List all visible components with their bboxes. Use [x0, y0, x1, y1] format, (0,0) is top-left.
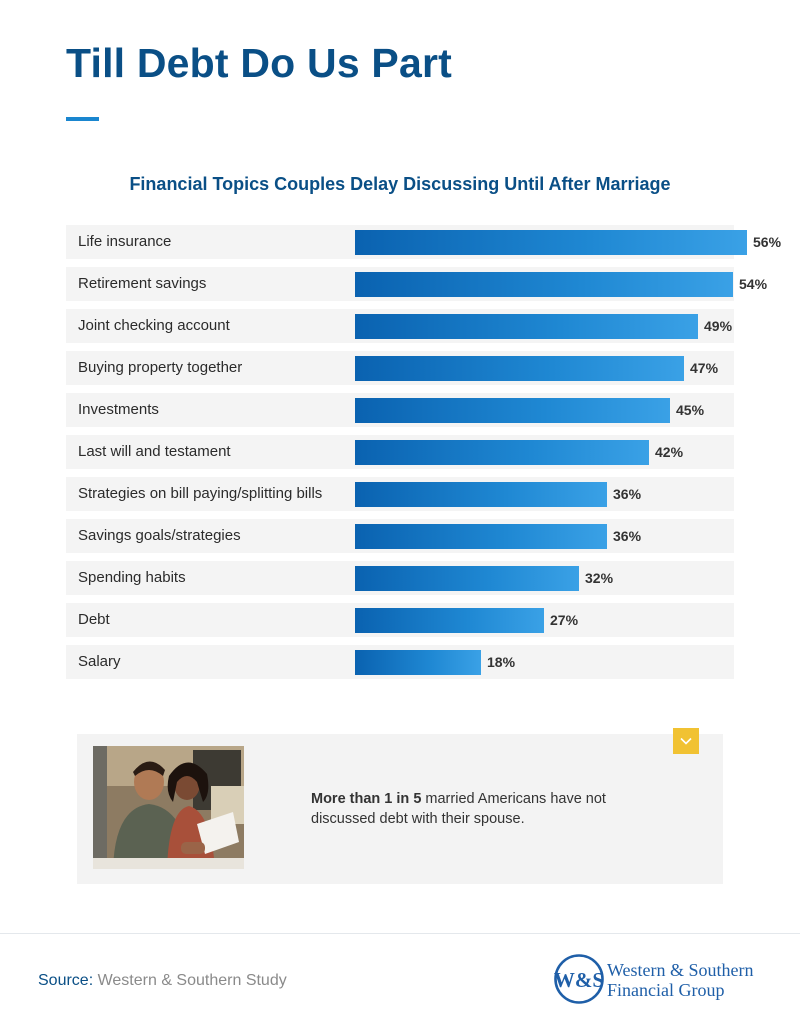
bar-value-label: 54% — [739, 276, 768, 292]
source-label: Source: — [38, 972, 94, 989]
bar-row: Investments 45% — [66, 393, 734, 427]
bar-value-label: 49% — [704, 318, 733, 334]
category-label: Retirement savings — [78, 275, 207, 292]
callout-card: More than 1 in 5 married Americans have … — [77, 728, 723, 884]
category-label: Strategies on bill paying/splitting bill… — [78, 485, 323, 502]
chart-title: Financial Topics Couples Delay Discussin… — [129, 174, 671, 194]
bar-value-label: 27% — [550, 612, 579, 628]
category-label: Joint checking account — [78, 317, 230, 334]
expand-button[interactable] — [673, 728, 699, 754]
bar-value-label: 42% — [655, 444, 684, 460]
bar-row: Joint checking account 49% — [66, 309, 734, 343]
category-label: Salary — [78, 653, 121, 670]
bar-row: Last will and testament 42% — [66, 435, 734, 469]
bar-row: Buying property together 47% — [66, 351, 734, 385]
bar-value-label: 47% — [690, 360, 719, 376]
bar — [355, 230, 747, 255]
bar-value-label: 45% — [676, 402, 705, 418]
category-label: Investments — [78, 401, 159, 418]
logo-line-2: Financial Group — [607, 980, 724, 1000]
bar-value-label: 32% — [585, 570, 614, 586]
callout-body: married Americans have not discussed deb… — [311, 791, 606, 827]
bar-value-label: 18% — [487, 654, 516, 670]
bar — [355, 356, 684, 381]
bar-row: Life insurance 56% — [66, 225, 781, 259]
bar-chart: Life insurance 56% Retirement savings 54% Jo… — [66, 225, 781, 681]
bar-row: Strategies on bill paying/splitting bill… — [66, 477, 734, 511]
bar-row: Retirement savings 54% — [66, 267, 767, 301]
bar — [355, 650, 481, 675]
bar — [355, 314, 698, 339]
category-label: Life insurance — [78, 233, 172, 250]
bar — [355, 440, 649, 465]
bar-row: Spending habits 32% — [66, 561, 734, 595]
bar — [355, 398, 670, 423]
bar-value-label: 36% — [613, 528, 642, 544]
bar-row: Savings goals/strategies 36% — [66, 519, 734, 553]
callout-highlight: More than 1 in 5 — [311, 791, 422, 807]
source-note: Source: Western & Southern Study — [38, 972, 287, 990]
category-label: Spending habits — [78, 569, 186, 586]
source-text: Western & Southern Study — [93, 972, 287, 989]
company-logo: W&S Western & Southern Financial Group — [554, 954, 754, 1004]
callout-text: More than 1 in 5 married Americans have … — [311, 789, 651, 829]
bar — [355, 272, 733, 297]
title-underline — [66, 117, 99, 121]
bar — [355, 482, 607, 507]
bar-value-label: 36% — [613, 486, 642, 502]
category-label: Savings goals/strategies — [78, 527, 241, 544]
couple-photo — [93, 746, 244, 869]
bar — [355, 608, 544, 633]
page-title: Till Debt Do Us Part — [66, 40, 452, 86]
category-label: Buying property together — [78, 359, 243, 376]
bar-row: Debt 27% — [66, 603, 734, 637]
bar-value-label: 56% — [753, 234, 782, 250]
bar-row: Salary 18% — [66, 645, 734, 679]
chevron-down-icon — [680, 737, 692, 745]
category-label: Debt — [78, 611, 110, 628]
logo-line-1: Western & Southern — [607, 960, 754, 980]
logo-monogram: W&S — [554, 968, 604, 992]
footer-divider — [0, 933, 800, 934]
bar — [355, 524, 607, 549]
bar — [355, 566, 579, 591]
category-label: Last will and testament — [78, 443, 231, 460]
